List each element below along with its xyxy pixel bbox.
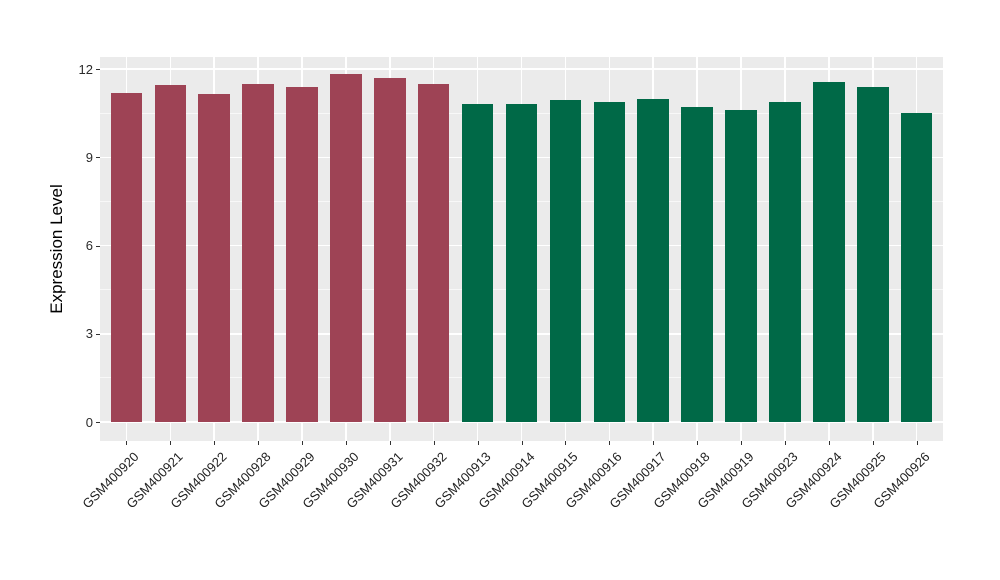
- y-tick-label: 0: [85, 414, 93, 430]
- y-tick-mark: [96, 157, 100, 159]
- y-tick-label: 12: [78, 61, 93, 77]
- bar: [461, 104, 494, 422]
- bar: [242, 83, 274, 422]
- bar: [900, 113, 933, 422]
- y-tick-label: 6: [85, 238, 93, 254]
- x-tick-mark: [828, 441, 830, 445]
- bar: [330, 73, 362, 422]
- y-tick-label: 9: [85, 149, 93, 165]
- bar: [286, 86, 318, 422]
- y-tick-mark: [96, 422, 100, 423]
- bar: [154, 85, 186, 422]
- bar: [593, 101, 626, 422]
- bar: [549, 100, 582, 422]
- y-tick-label: 3: [85, 326, 93, 342]
- bar: [637, 98, 669, 422]
- x-tick-mark: [784, 441, 786, 445]
- y-tick-mark: [96, 333, 100, 335]
- x-tick-mark: [741, 441, 743, 445]
- x-tick-mark: [170, 441, 172, 445]
- bar: [813, 82, 845, 422]
- bar: [110, 92, 143, 422]
- bar: [857, 86, 889, 422]
- x-tick-mark: [697, 441, 699, 445]
- y-tick-mark: [96, 245, 100, 247]
- x-tick-mark: [301, 441, 303, 445]
- x-tick-mark: [126, 441, 128, 445]
- x-tick-mark: [214, 441, 216, 445]
- bar: [374, 78, 406, 422]
- y-tick-mark: [96, 69, 100, 71]
- x-tick-mark: [916, 441, 918, 445]
- bar: [198, 94, 230, 422]
- x-tick-mark: [653, 441, 655, 445]
- bar: [681, 107, 713, 422]
- plot-panel: [100, 57, 943, 441]
- x-tick-mark: [609, 441, 611, 445]
- bar: [417, 83, 450, 422]
- bar: [725, 110, 757, 422]
- x-tick-mark: [345, 441, 347, 445]
- x-tick-mark: [433, 441, 435, 445]
- x-tick-mark: [521, 441, 523, 445]
- x-tick-mark: [565, 441, 567, 445]
- bar: [505, 104, 538, 422]
- x-tick-mark: [872, 441, 874, 445]
- x-tick-mark: [389, 441, 391, 445]
- bar: [769, 101, 801, 422]
- x-tick-mark: [258, 441, 260, 445]
- x-tick-mark: [477, 441, 479, 445]
